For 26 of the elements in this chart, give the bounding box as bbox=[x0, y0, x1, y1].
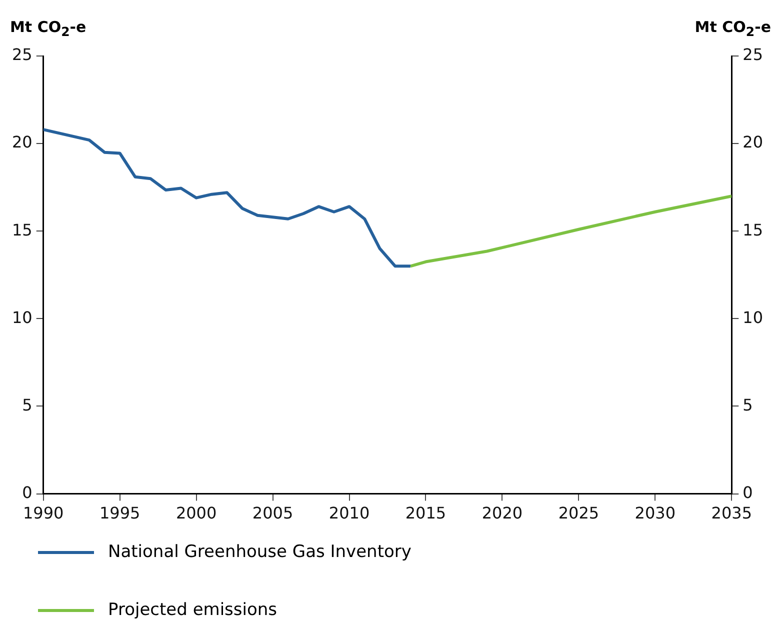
y2-tick-label: 10 bbox=[742, 308, 763, 327]
legend-label: Projected emissions bbox=[108, 600, 278, 620]
x-tick-label: 2030 bbox=[634, 504, 676, 523]
x-tick-label: 2010 bbox=[328, 504, 370, 523]
x-tick-label: 1990 bbox=[23, 504, 64, 523]
x-tick-label: 2015 bbox=[405, 504, 446, 523]
x-tick-label: 2035 bbox=[711, 504, 752, 523]
y-tick-label: 10 bbox=[12, 308, 32, 327]
y-tick-label: 15 bbox=[12, 220, 32, 240]
x-tick-label: 2005 bbox=[252, 504, 294, 523]
y2-tick-label: 5 bbox=[742, 395, 753, 414]
y2-tick-label: 25 bbox=[742, 45, 763, 64]
y-tick-label: 5 bbox=[22, 395, 32, 414]
y2-tick-label: 15 bbox=[742, 220, 763, 240]
y-tick-label: 0 bbox=[22, 482, 32, 502]
y2-axis-title: Mt CO$_{2}$-e bbox=[694, 18, 771, 39]
x-tick-label: 2000 bbox=[176, 504, 217, 523]
y-tick-label: 25 bbox=[12, 45, 32, 64]
x-tick-label: 1995 bbox=[99, 504, 140, 523]
y2-tick-label: 0 bbox=[742, 482, 753, 502]
legend-label: National Greenhouse Gas Inventory bbox=[108, 542, 412, 562]
y-axis-title: Mt CO$_{2}$-e bbox=[10, 18, 86, 39]
y-tick-label: 20 bbox=[12, 132, 32, 152]
x-tick-label: 2025 bbox=[558, 504, 600, 523]
y2-tick-label: 20 bbox=[742, 132, 763, 152]
x-tick-label: 2020 bbox=[482, 504, 523, 523]
